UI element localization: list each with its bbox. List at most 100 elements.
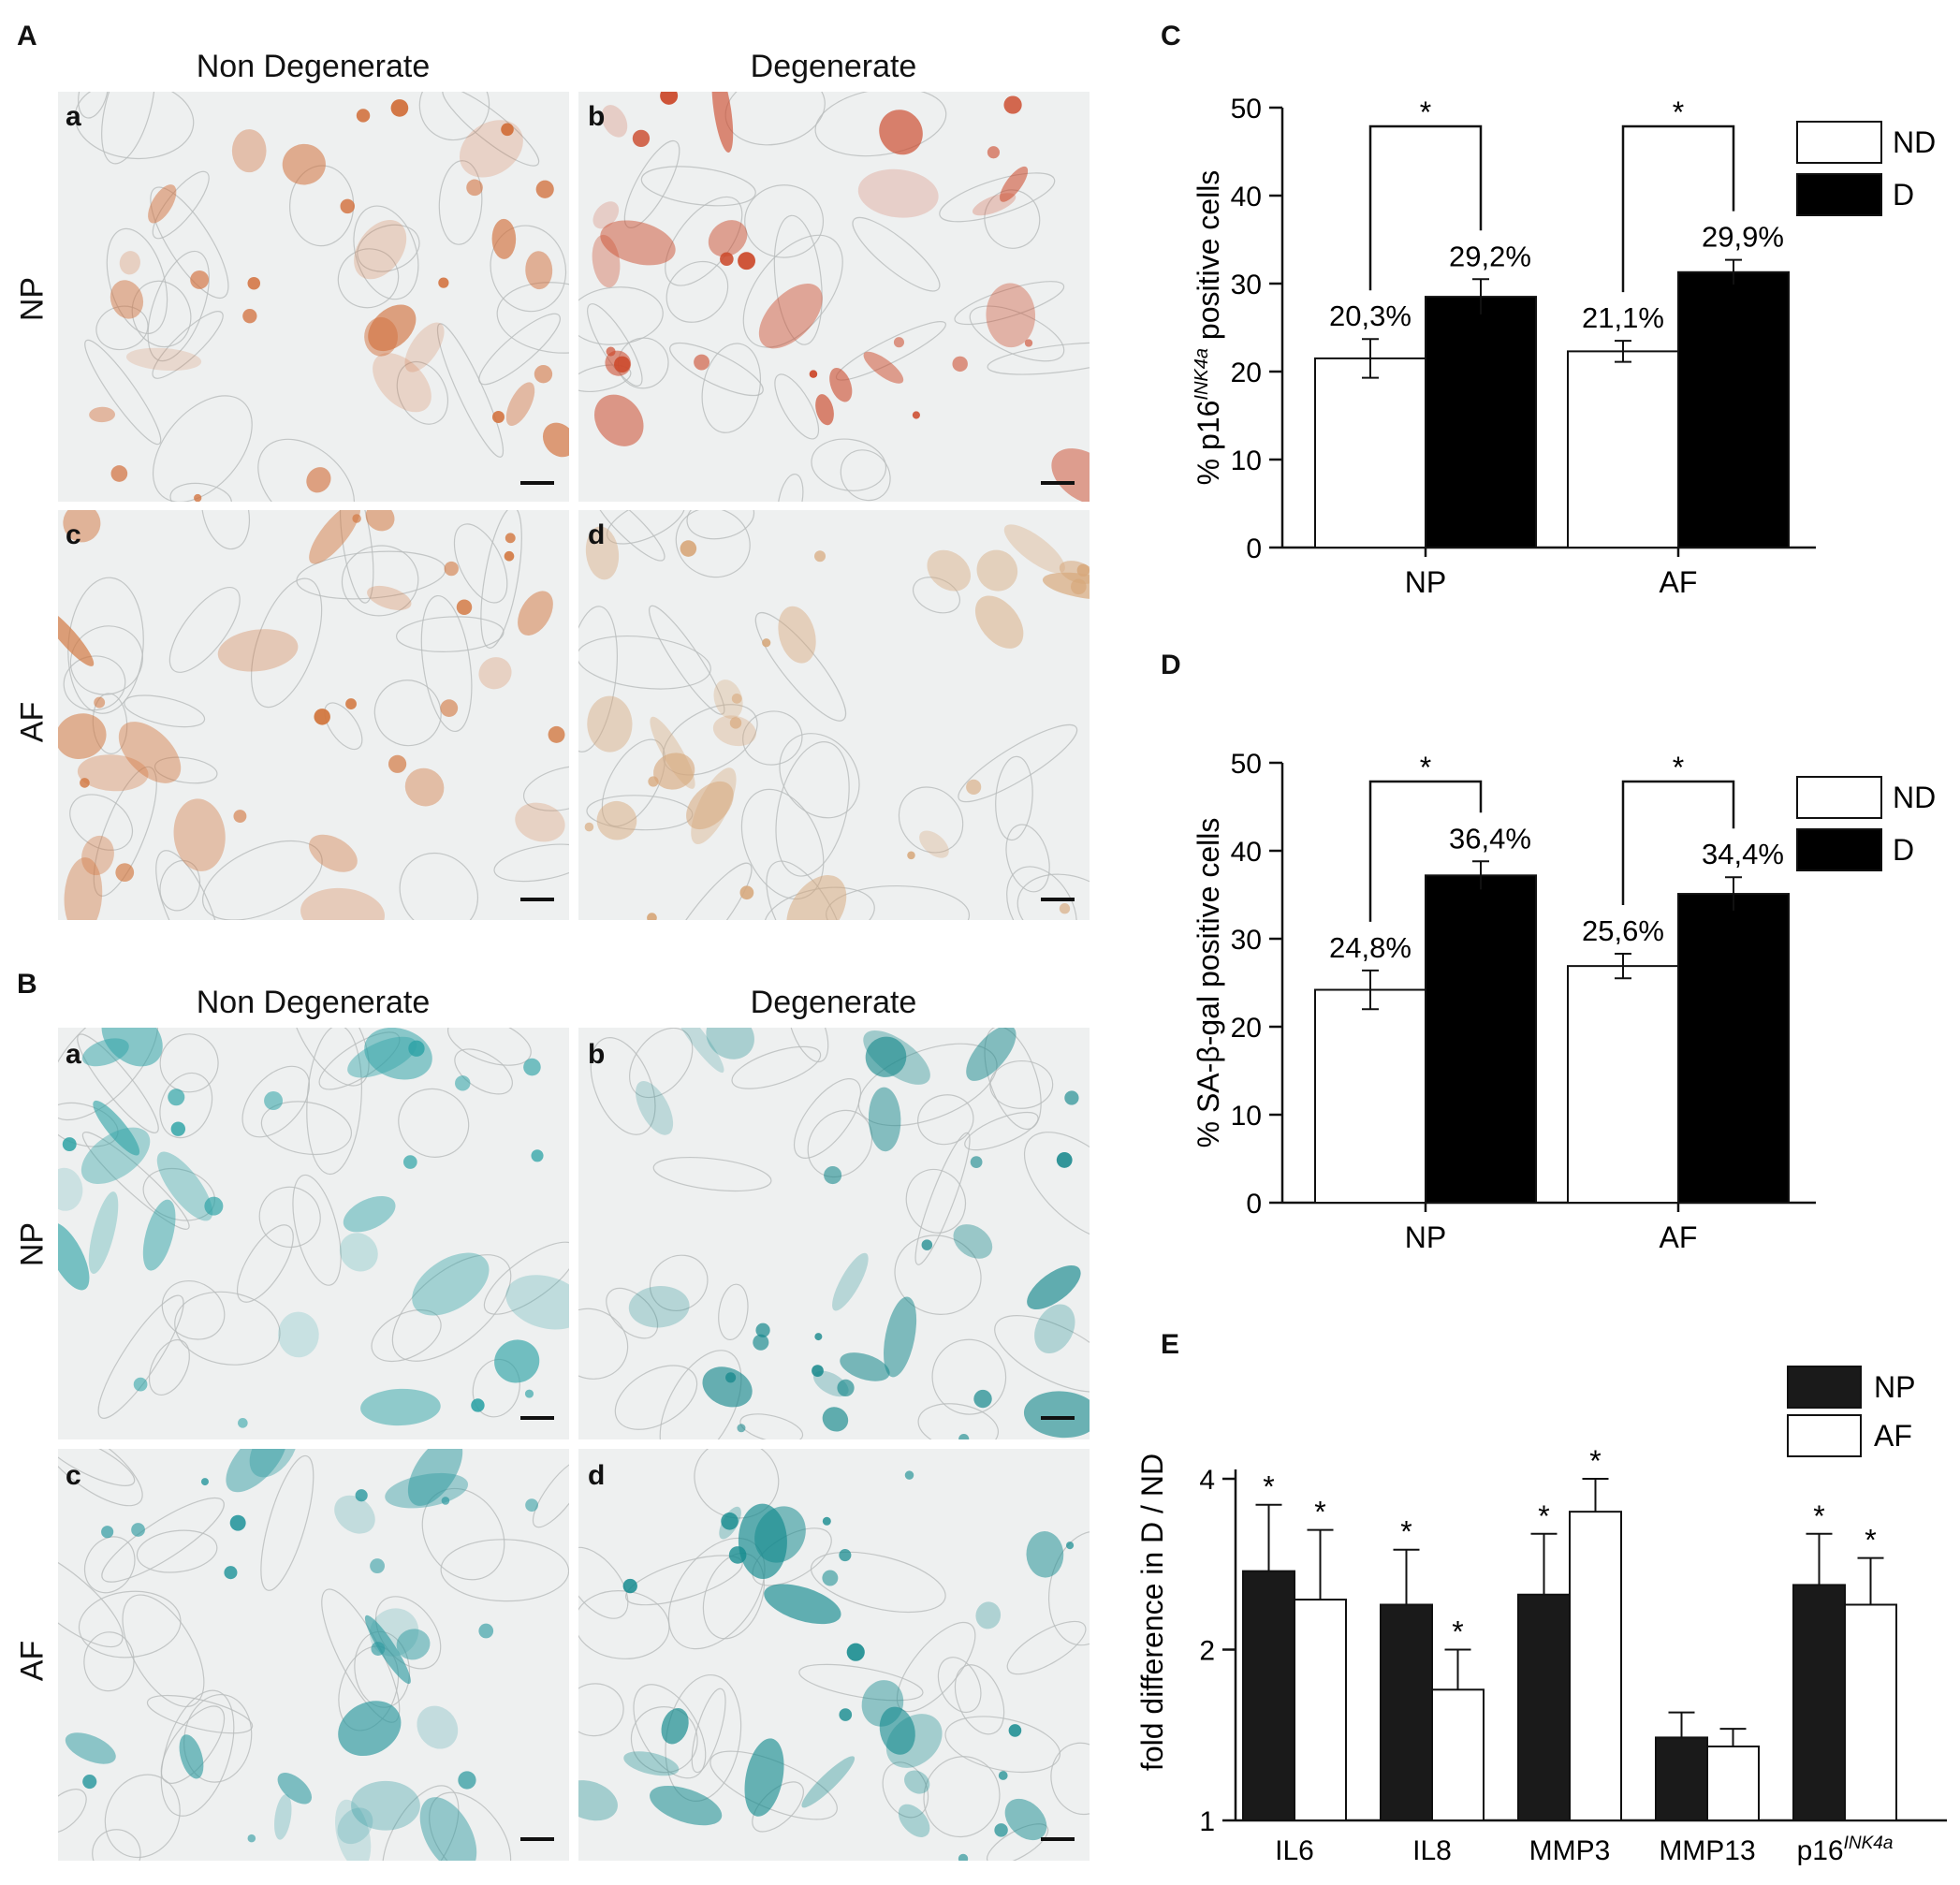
cell-outline (590, 1037, 656, 1135)
cell-outline (398, 1088, 470, 1158)
bar (1567, 965, 1679, 1204)
stained-cell (367, 585, 412, 610)
panel-a-col-title-nd: Non Degenerate (196, 49, 431, 84)
data-label: 24,8% (1329, 931, 1411, 964)
stained-cell (829, 367, 853, 402)
cell-nucleus (814, 550, 826, 563)
stained-cell (593, 394, 644, 446)
cell-outline (989, 1059, 1054, 1109)
legend-label: NP (1874, 1370, 1915, 1404)
cell-outline (101, 1497, 225, 1583)
stained-cell (179, 1734, 204, 1779)
cell-nucleus (402, 1155, 417, 1169)
cell-nucleus (1024, 339, 1033, 347)
stained-cell (419, 1797, 477, 1861)
y-tick-label: 40 (1231, 182, 1262, 212)
cell-outline (357, 224, 420, 272)
x-tick-label: NP (1405, 565, 1446, 599)
cell-outline (914, 1132, 971, 1265)
stained-cell (365, 510, 395, 532)
cell-nucleus (904, 1470, 914, 1480)
legend-swatch (1787, 1366, 1862, 1409)
stained-cell (706, 1028, 754, 1059)
stained-cell (1000, 166, 1029, 202)
legend-swatch (1787, 1414, 1862, 1457)
cell-outline (669, 342, 764, 397)
cell-outline (289, 1028, 370, 1087)
micrograph-texture (58, 1449, 569, 1861)
bar (1517, 1593, 1571, 1821)
stained-cell (354, 219, 407, 280)
stained-cell (832, 1252, 869, 1311)
cell-outline (154, 756, 218, 784)
cell-nucleus (973, 1389, 992, 1409)
stained-cell (89, 406, 116, 423)
y-tick-label: 30 (1231, 925, 1262, 956)
cell-nucleus (893, 337, 904, 348)
y-axis-label: % SA-β-gal positive cells (1192, 818, 1225, 1148)
significance-star: * (1538, 1499, 1549, 1533)
cell-outline (578, 286, 664, 345)
stained-cell (156, 1151, 213, 1221)
stained-cell (142, 1199, 176, 1271)
bar (1677, 893, 1790, 1204)
stained-cell (708, 220, 748, 257)
panel-a-letter: A (17, 21, 37, 51)
cell-outline (777, 474, 804, 502)
cell-nucleus (837, 1379, 855, 1397)
cell-outline (58, 1449, 136, 1486)
chart-sa-beta-gal-positive-cells: 0 10 20 30 40 50 % SA-β-gal positive cells 24,8… (1192, 749, 1936, 1254)
cell-outline (623, 139, 680, 228)
cell-outline (84, 339, 162, 446)
stained-cell (373, 353, 431, 413)
cell-nucleus (525, 1498, 538, 1512)
bar (1380, 1603, 1433, 1821)
cell-outline (917, 1403, 999, 1439)
y-tick-label: 20 (1231, 1013, 1262, 1044)
cell-outline (201, 840, 323, 920)
stained-cell (975, 1601, 1002, 1629)
cell-outline (882, 1761, 929, 1819)
cell-nucleus (441, 1497, 450, 1505)
stained-cell (338, 1701, 402, 1757)
cell-nucleus (504, 550, 515, 562)
significance-star: * (1314, 1496, 1325, 1529)
cell-outline (396, 360, 449, 425)
cell-outline (161, 1279, 226, 1340)
cell-nucleus (352, 514, 361, 523)
cell-nucleus (952, 356, 968, 373)
panel-b-letter: B (17, 969, 37, 1000)
stained-cell (578, 1780, 618, 1821)
stained-cell (343, 1195, 396, 1233)
stained-cell (58, 713, 107, 760)
stained-cell (976, 549, 1018, 592)
cell-nucleus (958, 1434, 970, 1439)
stained-cell (335, 1799, 372, 1861)
stained-cell (592, 201, 620, 229)
stained-cell (986, 283, 1036, 348)
significance-star: * (1673, 95, 1684, 129)
cell-outline (649, 605, 725, 715)
cell-nucleus (471, 1398, 485, 1412)
x-tick-label: NP (1405, 1220, 1446, 1254)
stained-cell (525, 251, 553, 290)
cell-outline (146, 1694, 254, 1734)
cell-outline (159, 1072, 213, 1139)
cell-nucleus (1059, 903, 1071, 914)
legend-label: ND (1893, 125, 1936, 159)
cell-nucleus (1056, 1152, 1073, 1168)
y-tick-label: 4 (1199, 1465, 1215, 1496)
y-tick-label: 2 (1199, 1636, 1215, 1667)
stained-cell (868, 1087, 901, 1152)
cell-outline (152, 311, 224, 379)
cell-nucleus (912, 411, 920, 419)
stained-cell (231, 129, 267, 173)
x-tick-label: p16INK4a (1797, 1834, 1894, 1866)
cell-nucleus (1064, 1090, 1079, 1105)
stained-cell (249, 1449, 298, 1478)
stained-cell (125, 347, 202, 372)
stained-cell (650, 716, 695, 789)
cell-outline (606, 1287, 659, 1339)
legend-swatch (1796, 776, 1882, 819)
stained-cell (919, 830, 949, 858)
